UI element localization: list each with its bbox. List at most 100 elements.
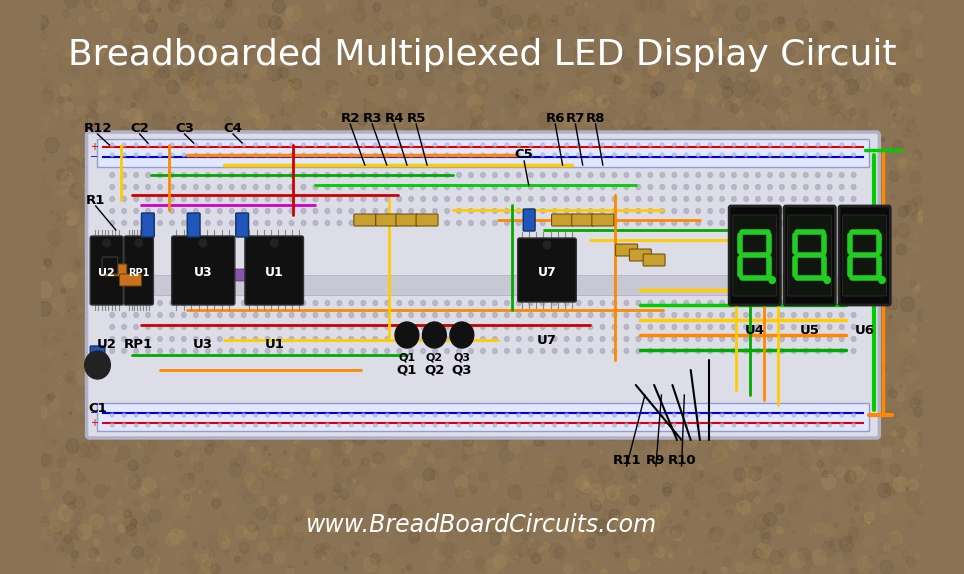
FancyBboxPatch shape: [788, 215, 832, 296]
Circle shape: [381, 181, 392, 193]
Circle shape: [171, 371, 174, 375]
Circle shape: [258, 556, 261, 560]
Circle shape: [226, 505, 235, 515]
Circle shape: [430, 470, 439, 479]
Circle shape: [253, 478, 264, 491]
Circle shape: [615, 552, 627, 564]
Circle shape: [409, 26, 422, 41]
Circle shape: [889, 315, 892, 319]
Circle shape: [479, 166, 492, 180]
Circle shape: [741, 422, 745, 427]
Circle shape: [412, 407, 426, 422]
Circle shape: [358, 0, 363, 7]
Circle shape: [184, 25, 186, 28]
Circle shape: [205, 332, 218, 346]
Circle shape: [257, 14, 271, 29]
Circle shape: [773, 180, 780, 187]
Circle shape: [890, 170, 899, 181]
Circle shape: [84, 74, 95, 87]
Circle shape: [609, 509, 620, 521]
Circle shape: [709, 527, 722, 542]
Circle shape: [833, 227, 839, 234]
Circle shape: [394, 141, 408, 156]
Circle shape: [651, 0, 662, 9]
Circle shape: [412, 196, 415, 199]
Circle shape: [499, 540, 511, 552]
Circle shape: [271, 135, 283, 149]
Circle shape: [576, 196, 581, 201]
Circle shape: [66, 479, 74, 490]
Circle shape: [708, 208, 712, 214]
Circle shape: [44, 395, 53, 404]
Circle shape: [549, 171, 560, 183]
Circle shape: [496, 506, 508, 519]
Circle shape: [211, 361, 214, 364]
Circle shape: [528, 348, 533, 354]
Circle shape: [576, 143, 580, 147]
Circle shape: [121, 220, 126, 226]
Circle shape: [873, 142, 875, 144]
Circle shape: [358, 362, 368, 373]
Circle shape: [645, 106, 655, 116]
Circle shape: [170, 324, 174, 329]
Circle shape: [334, 274, 339, 281]
Circle shape: [733, 345, 741, 355]
Circle shape: [805, 354, 816, 366]
Circle shape: [552, 336, 557, 342]
Circle shape: [170, 312, 174, 317]
Circle shape: [188, 419, 195, 426]
Circle shape: [913, 390, 926, 405]
Circle shape: [749, 467, 763, 481]
Circle shape: [837, 148, 847, 159]
Circle shape: [163, 318, 168, 323]
Circle shape: [814, 162, 821, 170]
Circle shape: [649, 423, 653, 427]
Circle shape: [850, 568, 855, 573]
Circle shape: [804, 220, 808, 226]
Circle shape: [350, 217, 359, 227]
Circle shape: [626, 467, 631, 472]
Circle shape: [186, 125, 197, 136]
Circle shape: [386, 567, 396, 574]
Circle shape: [826, 536, 829, 539]
Circle shape: [116, 384, 126, 395]
Circle shape: [321, 111, 328, 118]
Circle shape: [720, 153, 724, 157]
Circle shape: [791, 336, 796, 342]
FancyBboxPatch shape: [643, 254, 665, 266]
Circle shape: [595, 22, 603, 31]
Circle shape: [227, 305, 239, 320]
Circle shape: [770, 444, 781, 455]
Circle shape: [589, 143, 593, 147]
Circle shape: [184, 410, 190, 417]
Circle shape: [710, 127, 722, 141]
Circle shape: [189, 472, 195, 479]
Circle shape: [794, 250, 808, 265]
Circle shape: [130, 133, 142, 146]
Circle shape: [99, 358, 112, 371]
Circle shape: [239, 38, 247, 47]
Circle shape: [759, 362, 770, 375]
Circle shape: [204, 559, 213, 568]
Circle shape: [457, 301, 462, 305]
Circle shape: [313, 173, 318, 177]
Circle shape: [468, 297, 482, 313]
Circle shape: [36, 115, 49, 130]
Circle shape: [566, 278, 576, 289]
Circle shape: [331, 490, 339, 499]
Circle shape: [709, 42, 718, 52]
Circle shape: [662, 295, 665, 298]
Circle shape: [71, 42, 75, 46]
Circle shape: [863, 29, 874, 42]
Circle shape: [42, 266, 45, 270]
Circle shape: [407, 4, 410, 7]
Circle shape: [123, 515, 137, 530]
Circle shape: [292, 291, 306, 306]
Circle shape: [757, 467, 762, 473]
Circle shape: [715, 418, 729, 433]
Circle shape: [98, 181, 100, 183]
Circle shape: [397, 324, 401, 329]
Circle shape: [77, 469, 80, 471]
Circle shape: [226, 71, 238, 84]
Circle shape: [311, 401, 324, 414]
